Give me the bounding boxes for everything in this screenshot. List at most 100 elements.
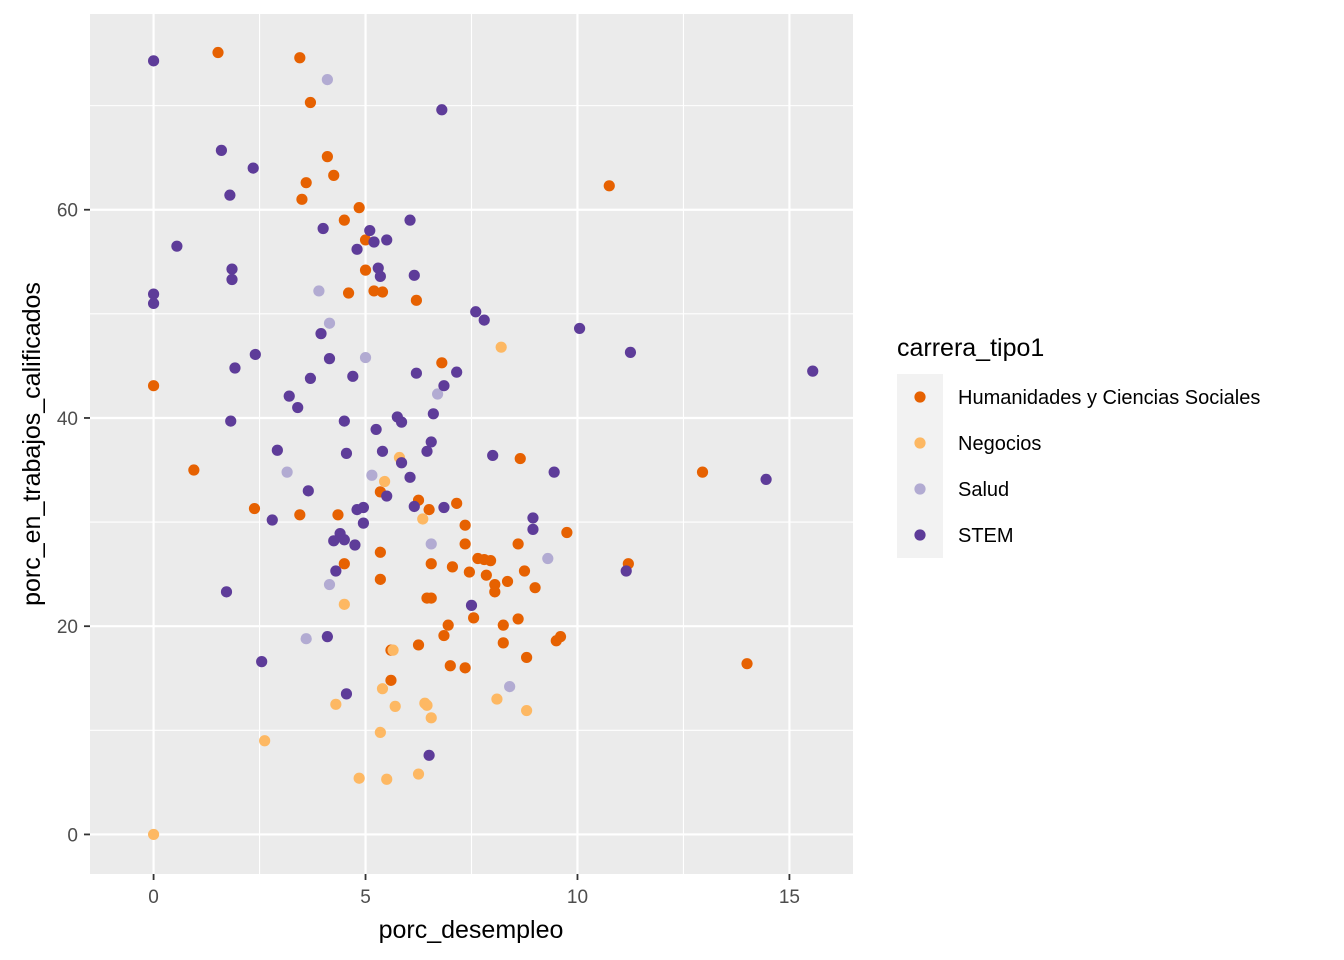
data-point (561, 526, 573, 539)
data-point (512, 613, 524, 625)
data-point (438, 380, 450, 392)
data-point (603, 180, 615, 192)
data-point (387, 644, 399, 656)
data-point (542, 552, 554, 565)
data-point (249, 348, 261, 361)
data-point (412, 768, 425, 780)
data-point (451, 366, 463, 378)
data-point (376, 445, 389, 457)
data-point (408, 269, 420, 281)
legend-key (914, 437, 926, 449)
data-point (395, 416, 408, 428)
data-point (438, 629, 450, 642)
data-point (438, 501, 450, 514)
data-point (431, 388, 444, 400)
data-point (521, 704, 533, 717)
data-point (425, 592, 437, 604)
data-point (459, 662, 471, 674)
data-point (147, 55, 160, 67)
data-point (328, 535, 340, 547)
x-tick-label: 5 (360, 887, 371, 908)
data-point (266, 514, 278, 526)
data-point (421, 699, 433, 711)
legend-title: carrera_tipo1 (897, 334, 1044, 362)
data-point (376, 683, 389, 695)
data-point (470, 306, 482, 318)
data-point (347, 370, 359, 382)
data-point (294, 52, 306, 64)
y-tick-label: 0 (67, 825, 78, 846)
data-point (374, 270, 386, 282)
data-point (147, 828, 160, 841)
data-point (381, 773, 393, 785)
data-point (518, 565, 531, 577)
data-point (147, 380, 160, 392)
data-point (489, 586, 501, 598)
data-point (459, 519, 471, 531)
data-point (529, 582, 541, 594)
data-point (338, 415, 350, 427)
legend: carrera_tipo1 Humanidades y Ciencias Soc… (897, 334, 1260, 558)
legend-label: Humanidades y Ciencias Sociales (958, 387, 1260, 409)
data-point (374, 726, 386, 739)
legend-key (914, 391, 926, 403)
data-point (330, 565, 342, 577)
data-point (323, 353, 336, 365)
data-point (271, 444, 283, 456)
data-point (696, 466, 709, 478)
grid-major (90, 14, 853, 874)
data-point (353, 202, 365, 214)
data-point (281, 466, 293, 478)
data-point (220, 586, 233, 598)
data-point (404, 471, 416, 483)
data-point (321, 631, 333, 643)
data-point (425, 436, 437, 448)
data-point (512, 538, 524, 550)
data-point (417, 513, 429, 525)
data-point (408, 500, 420, 513)
data-point (340, 688, 353, 700)
data-point (226, 273, 238, 286)
data-point (226, 263, 238, 275)
x-tick-label: 15 (779, 887, 800, 908)
data-point (620, 565, 632, 577)
data-point (256, 656, 268, 668)
data-point (521, 651, 533, 664)
data-point (451, 497, 463, 509)
data-point (368, 285, 380, 297)
legend-label: Negocios (958, 433, 1041, 455)
data-point (147, 288, 160, 300)
data-point (741, 658, 753, 670)
data-point (423, 749, 435, 761)
data-point (328, 169, 340, 181)
data-point (370, 423, 382, 436)
data-point (304, 96, 317, 109)
data-point (296, 193, 308, 205)
y-axis: 0 20 40 60 (57, 201, 90, 846)
x-tick-label: 0 (148, 887, 159, 908)
data-point (463, 566, 475, 578)
y-tick-label: 20 (57, 617, 78, 638)
data-point (229, 362, 241, 374)
data-point (340, 447, 353, 459)
data-point (487, 449, 499, 462)
data-point (501, 575, 514, 588)
data-point (357, 501, 370, 514)
data-point (188, 464, 200, 476)
data-point (338, 598, 350, 610)
data-point (147, 297, 160, 310)
data-point (425, 712, 437, 724)
data-point (478, 314, 490, 326)
data-point (313, 285, 325, 297)
data-point (624, 346, 637, 358)
data-point (554, 631, 567, 643)
data-point (495, 341, 507, 353)
data-point (359, 351, 372, 364)
data-point (342, 287, 355, 299)
data-point (376, 286, 389, 298)
data-point (330, 698, 342, 710)
data-point (446, 561, 459, 573)
data-point (321, 73, 333, 86)
data-point (548, 466, 560, 478)
